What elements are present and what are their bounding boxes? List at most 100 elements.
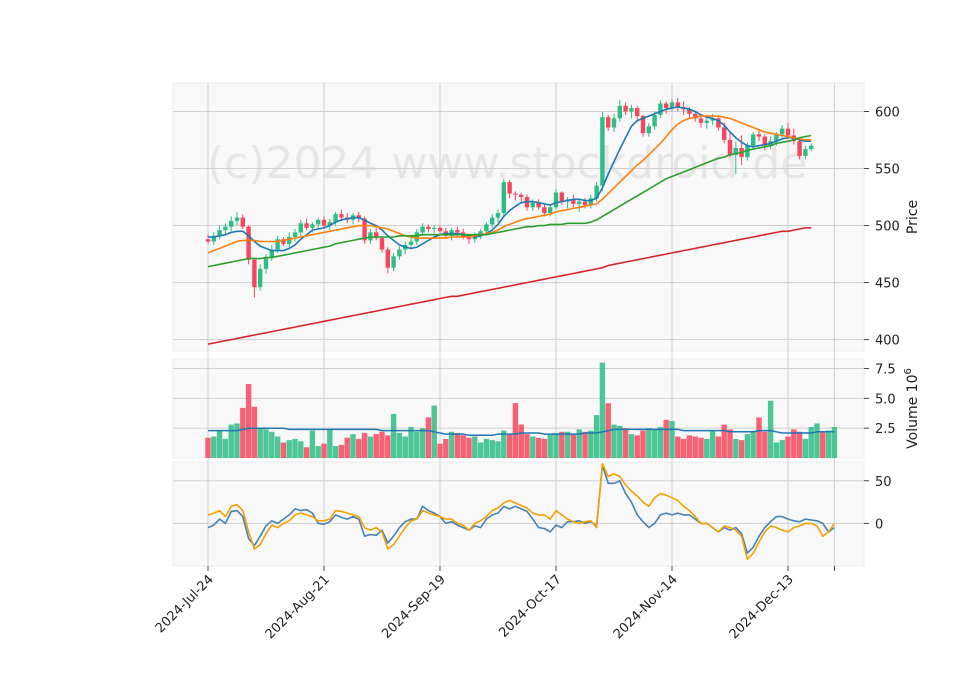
volume-bar — [396, 432, 403, 458]
watermark-text: (c)2024 www.stockdroid.de — [207, 138, 807, 189]
candle-body — [687, 109, 692, 114]
candle-body — [275, 239, 280, 250]
volume-bar — [466, 437, 472, 458]
price-sma_200-line — [207, 227, 812, 345]
volume-bar — [205, 437, 211, 458]
volume-bar — [646, 428, 652, 458]
volume-bar — [785, 436, 791, 458]
volume-bar — [211, 436, 217, 458]
volume-bar — [251, 406, 258, 458]
volume-bar — [779, 440, 785, 458]
candle-body — [484, 224, 489, 232]
candle-body — [809, 145, 814, 150]
volume-bar — [541, 438, 548, 458]
volume-bar — [448, 431, 455, 458]
volume-bar — [651, 429, 658, 458]
candle-body — [652, 114, 657, 127]
candle-body — [611, 118, 617, 128]
candle-body — [756, 134, 762, 137]
volume-bar — [356, 438, 362, 458]
candle-body — [501, 182, 506, 214]
candle-body — [252, 259, 257, 288]
candle-body — [513, 193, 518, 195]
candle-body — [623, 105, 628, 112]
volume-bar — [489, 440, 495, 458]
candle-body — [362, 218, 367, 241]
candle-body — [269, 249, 274, 258]
price-sma_mid-line — [207, 115, 812, 254]
candle-body — [426, 226, 431, 229]
volume-bar — [686, 435, 693, 458]
volume-bar — [506, 434, 513, 458]
candle-body — [646, 126, 651, 134]
price-axis-title: Price — [905, 200, 921, 234]
candle-body — [287, 236, 292, 244]
volume-bar — [744, 434, 751, 458]
candle-body — [536, 202, 541, 208]
volume-bar — [727, 429, 733, 458]
candle-body — [635, 108, 640, 117]
volume-bar — [443, 438, 449, 458]
candle-body — [733, 148, 738, 155]
candle-body — [548, 207, 553, 214]
volume-bar — [402, 436, 408, 458]
volume-average-line — [208, 427, 835, 437]
candle-body — [600, 117, 605, 186]
candle-body — [391, 256, 396, 268]
volume-bar — [425, 417, 432, 458]
candle-body — [519, 194, 524, 198]
price-panel — [172, 82, 865, 352]
volume-bar — [309, 430, 316, 458]
volume-bar — [692, 436, 698, 458]
volume-y-tick-label: 7.5 — [875, 363, 896, 378]
volume-bar — [750, 431, 756, 458]
volume-bar — [327, 429, 333, 458]
candle-body — [722, 127, 727, 141]
volume-bar — [298, 441, 304, 458]
volume-bar — [814, 423, 820, 458]
volume-bar — [437, 443, 443, 458]
candle-body — [553, 192, 559, 208]
volume-bar — [530, 436, 536, 458]
volume-bar — [831, 426, 838, 458]
candle-body — [594, 185, 599, 199]
volume-bar — [472, 436, 478, 458]
candle-body — [751, 134, 756, 146]
volume-bar — [216, 430, 223, 458]
volume-bar — [245, 384, 252, 458]
candle-body — [374, 232, 379, 239]
candle-body — [263, 257, 269, 269]
candle-body — [704, 120, 709, 123]
x-tick-label: 2024-Oct-17 — [496, 572, 564, 640]
volume-bar — [367, 436, 374, 458]
candle-body — [281, 239, 286, 244]
volume-bar — [802, 438, 809, 458]
volume-bar — [338, 444, 345, 458]
candle-body — [698, 118, 704, 123]
volume-bar — [715, 436, 722, 458]
candle-body — [762, 136, 767, 146]
volume-bar — [582, 431, 588, 458]
candle-body — [223, 226, 228, 231]
volume-bar — [501, 430, 507, 458]
volume-bar — [663, 419, 669, 458]
candle-body — [640, 116, 646, 134]
volume-bar — [657, 426, 664, 458]
volume-y-tick-label: 2.5 — [875, 422, 896, 437]
candle-body — [716, 118, 721, 128]
candle-body — [530, 202, 535, 208]
candle-body — [240, 217, 245, 227]
volume-bar — [419, 428, 426, 458]
candle-body — [455, 230, 460, 233]
oscillator-panel — [172, 461, 865, 567]
volume-bar — [622, 428, 629, 458]
volume-bar — [385, 435, 391, 458]
candle-body — [571, 199, 576, 204]
candle-body — [577, 201, 582, 204]
candle-body — [617, 105, 622, 119]
price-sma_short-line — [208, 106, 812, 252]
price-y-tick-label: 450 — [875, 277, 900, 292]
candle-body — [669, 102, 675, 109]
volume-axis-title: Volume 106 — [903, 368, 921, 449]
